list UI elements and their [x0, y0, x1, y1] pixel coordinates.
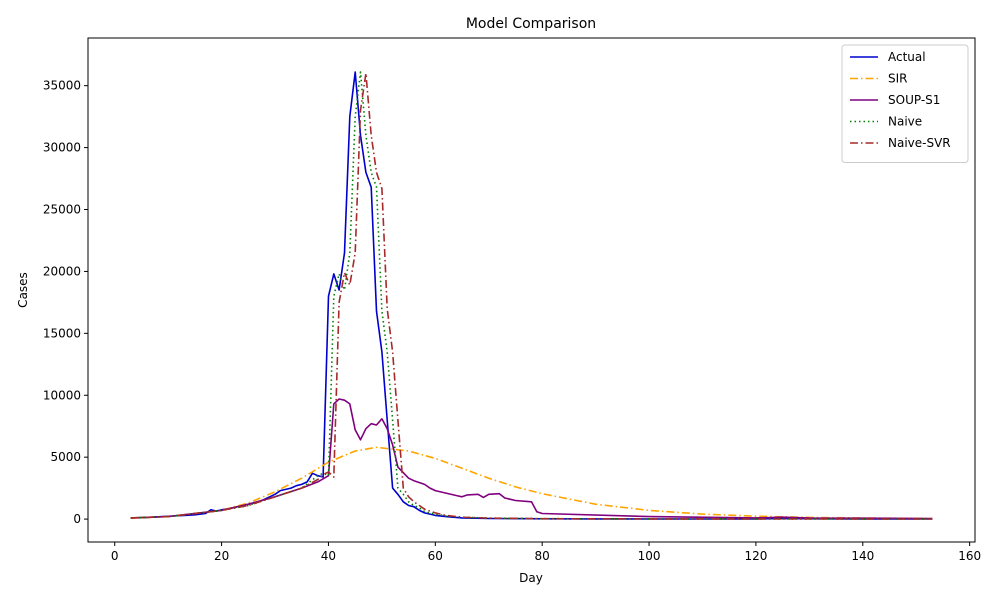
y-tick-label: 0 [73, 512, 81, 526]
x-axis: 0 20 40 60 80 100 120 140 160 [111, 542, 981, 563]
plot-area [87, 37, 976, 543]
plot-frame [87, 37, 976, 543]
series-line-naive [130, 71, 933, 520]
legend-label: Naive-SVR [888, 136, 951, 150]
x-axis-label: Day [519, 571, 543, 585]
x-tick-label: 80 [535, 549, 550, 563]
x-tick-label: 40 [321, 549, 336, 563]
legend-label: Naive [888, 115, 922, 129]
y-tick-label: 20000 [43, 264, 81, 278]
x-tick-label: 20 [214, 549, 229, 563]
legend: Actual SIR SOUP-S1 Naive Naive-SVR [841, 44, 969, 163]
x-tick-label: 100 [638, 549, 661, 563]
x-tick-label: 140 [851, 549, 874, 563]
y-tick-label: 25000 [43, 203, 81, 217]
x-tick-label: 160 [958, 549, 981, 563]
y-axis: 0 5000 10000 15000 20000 25000 30000 35000 [43, 79, 88, 526]
series-line-soup-s1 [130, 398, 933, 520]
x-tick-label: 60 [428, 549, 443, 563]
chart-title: Model Comparison [466, 16, 596, 32]
y-tick-label: 15000 [43, 326, 81, 340]
y-tick-label: 35000 [43, 79, 81, 93]
x-tick-label: 0 [111, 549, 119, 563]
legend-label: SIR [888, 72, 908, 86]
y-tick-label: 10000 [43, 388, 81, 402]
y-tick-label: 30000 [43, 141, 81, 155]
legend-box [841, 44, 969, 163]
series-line-actual [130, 71, 933, 520]
legend-label: SOUP-S1 [888, 93, 940, 107]
legend-label: Actual [888, 50, 926, 64]
y-axis-label: Cases [16, 272, 30, 308]
series-line-naive-svr [130, 72, 933, 520]
y-tick-label: 5000 [50, 450, 81, 464]
series-line-sir [130, 446, 933, 520]
x-tick-label: 120 [744, 549, 767, 563]
